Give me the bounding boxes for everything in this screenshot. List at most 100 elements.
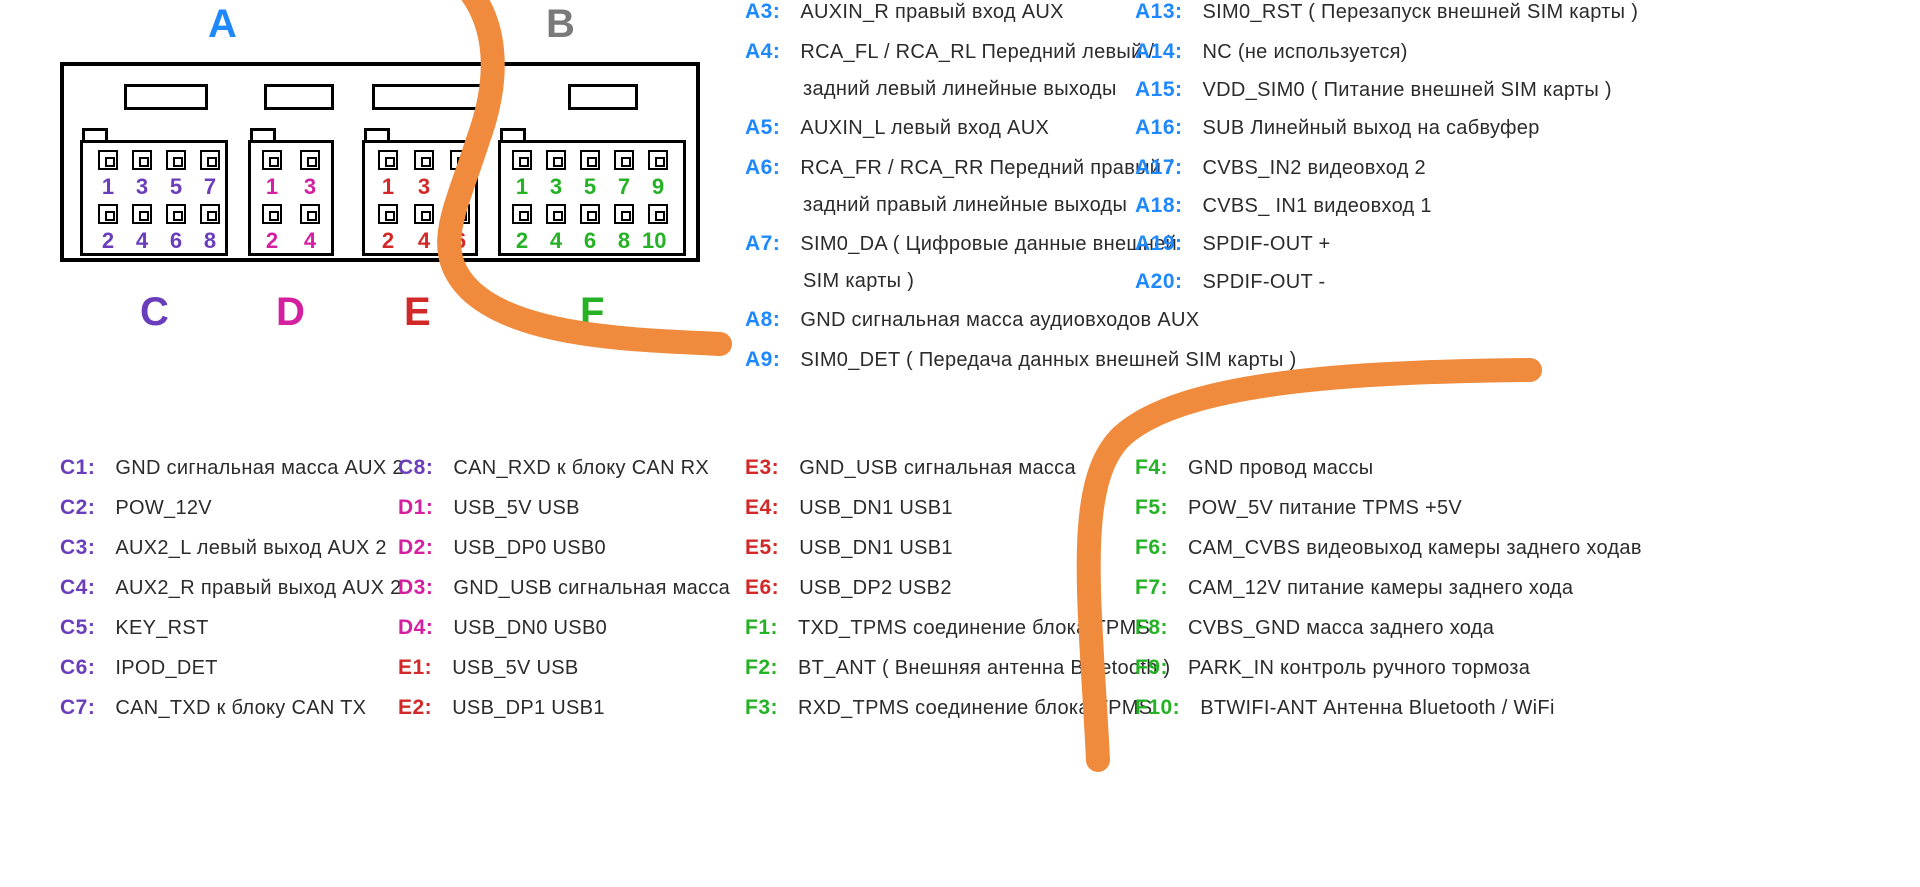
block-label-a: A — [208, 2, 237, 47]
pin-box — [546, 150, 566, 170]
block-label-e: E — [404, 290, 431, 335]
pin-entry: C1: GND сигнальная масса AUX 2 — [60, 456, 404, 480]
pin-entry: C7:CAN_TXD к блоку CAN TX — [60, 696, 366, 720]
pin-value: POW_5V питание TPMS +5V — [1188, 497, 1462, 519]
pin-value: CVBS_ IN1 видеовход 1 — [1203, 195, 1432, 217]
pin-entry: D2:USB_DP0 USB0 — [398, 536, 606, 560]
pin-box — [98, 150, 118, 170]
pin-box — [414, 150, 434, 170]
pin-box — [98, 204, 118, 224]
pin-box — [546, 204, 566, 224]
pin-key: D1: — [398, 496, 433, 519]
pin-key: C1: — [60, 456, 95, 479]
pin-value: USB_DN0 USB0 — [453, 617, 607, 639]
pin-value-cont: задний левый линейные выходы — [803, 78, 1117, 101]
pin-entry: F7: CAM_12V питание камеры заднего хода — [1135, 576, 1573, 600]
pin-value: RXD_TPMS соединение блока TPMS — [798, 697, 1152, 719]
pin-entry: D3: GND_USB сигнальная масса — [398, 576, 730, 600]
pin-key: A16: — [1135, 116, 1183, 139]
pin-value: AUXIN_L левый вход AUX — [800, 117, 1049, 139]
pin-key: A9: — [745, 348, 780, 371]
pin-entry: A19:SPDIF-OUT + — [1135, 232, 1330, 256]
pin-number: 8 — [612, 228, 636, 254]
pin-entry: A14:NC (не используется) — [1135, 40, 1408, 64]
pin-entry: A3:AUXIN_R правый вход AUX — [745, 0, 1064, 24]
pin-key: E5: — [745, 536, 779, 559]
pin-key: F10: — [1135, 696, 1180, 719]
pin-number: 9 — [646, 174, 670, 200]
pin-entry: A5: AUXIN_L левый вход AUX — [745, 116, 1049, 140]
pin-value: SUB Линейный выход на сабвуфер — [1203, 117, 1540, 139]
pin-value: SPDIF-OUT + — [1203, 233, 1331, 255]
pin-key: E2: — [398, 696, 432, 719]
pin-number: 4 — [298, 228, 322, 254]
pin-key: F9: — [1135, 656, 1168, 679]
connector-slot — [124, 84, 208, 110]
pin-entry: A13:SIM0_RST ( Перезапуск внешней SIM ка… — [1135, 0, 1638, 24]
pin-key: A7: — [745, 232, 780, 255]
pin-number: 1 — [96, 174, 120, 200]
pin-value: SIM0_RST ( Перезапуск внешней SIM карты … — [1203, 1, 1639, 23]
pin-number: 5 — [578, 174, 602, 200]
pin-entry: C3:AUX2_L левый выход AUX 2 — [60, 536, 387, 560]
pin-number: 10 — [642, 228, 666, 254]
pin-key: F7: — [1135, 576, 1168, 599]
pin-entry: A15:VDD_SIM0 ( Питание внешней SIM карты… — [1135, 78, 1612, 102]
pin-value: USB_5V USB — [452, 657, 578, 679]
pin-value: GND_USB сигнальная масса — [453, 577, 730, 599]
pin-number: 5 — [164, 174, 188, 200]
pin-key: D4: — [398, 616, 433, 639]
pin-entry: C2:POW_12V — [60, 496, 212, 520]
pin-value: USB_DN1 USB1 — [799, 537, 953, 559]
pin-box — [200, 150, 220, 170]
pin-number: 1 — [376, 174, 400, 200]
pin-key: A5: — [745, 116, 780, 139]
pin-value: GND сигнальная масса аудиовходов AUX — [800, 309, 1199, 331]
pin-box — [300, 150, 320, 170]
pin-box — [200, 204, 220, 224]
pin-value: CAM_12V питание камеры заднего хода — [1188, 577, 1573, 599]
pin-value: USB_5V USB — [453, 497, 579, 519]
pin-key: E6: — [745, 576, 779, 599]
pin-number: 6 — [448, 228, 472, 254]
block-label-b: B — [546, 2, 575, 47]
pin-value: CAN_RXD к блоку CAN RX — [453, 457, 709, 479]
pin-number: 4 — [412, 228, 436, 254]
pin-key: F8: — [1135, 616, 1168, 639]
pin-key: F5: — [1135, 496, 1168, 519]
pin-value: USB_DN1 USB1 — [799, 497, 953, 519]
connector-slot — [264, 84, 334, 110]
pin-value-cont: задний правый линейные выходы — [803, 194, 1127, 217]
pin-value: AUX2_R правый выход AUX 2 — [115, 577, 401, 599]
pin-box — [262, 150, 282, 170]
pin-value: RCA_FL / RCA_RL Передний левый / — [800, 41, 1154, 63]
pin-value: GND_USB сигнальная масса — [799, 457, 1076, 479]
pin-key: A15: — [1135, 78, 1183, 101]
pin-key: E4: — [745, 496, 779, 519]
pin-number: 3 — [412, 174, 436, 200]
pin-value: CVBS_IN2 видеовход 2 — [1203, 157, 1426, 179]
pin-key: A18: — [1135, 194, 1183, 217]
pin-entry: E5: USB_DN1 USB1 — [745, 536, 953, 560]
pin-entry: A20:SPDIF-OUT - — [1135, 270, 1325, 294]
pin-number: 1 — [510, 174, 534, 200]
pin-entry: C4:AUX2_R правый выход AUX 2 — [60, 576, 402, 600]
pin-value: RCA_FR / RCA_RR Передний правый / — [800, 157, 1173, 179]
pin-number: 4 — [544, 228, 568, 254]
pin-entry: A18: CVBS_ IN1 видеовход 1 — [1135, 194, 1432, 218]
pin-entry: F3:RXD_TPMS соединение блока TPMS — [745, 696, 1152, 720]
pin-key: D3: — [398, 576, 433, 599]
pin-key: D2: — [398, 536, 433, 559]
pin-number: 1 — [260, 174, 284, 200]
pin-entry: A16: SUB Линейный выход на сабвуфер — [1135, 116, 1540, 140]
pin-key: E1: — [398, 656, 432, 679]
pin-key: A4: — [745, 40, 780, 63]
pin-box — [512, 150, 532, 170]
connector-slot — [372, 84, 484, 110]
pin-number: 3 — [298, 174, 322, 200]
pin-key: C6: — [60, 656, 95, 679]
pin-entry: A6:RCA_FR / RCA_RR Передний правый / — [745, 156, 1173, 180]
pin-value: GND сигнальная масса AUX 2 — [115, 457, 403, 479]
pin-entry: A7:SIM0_DA ( Цифровые данные внешней — [745, 232, 1177, 256]
pin-value: CAN_TXD к блоку CAN TX — [115, 697, 366, 719]
